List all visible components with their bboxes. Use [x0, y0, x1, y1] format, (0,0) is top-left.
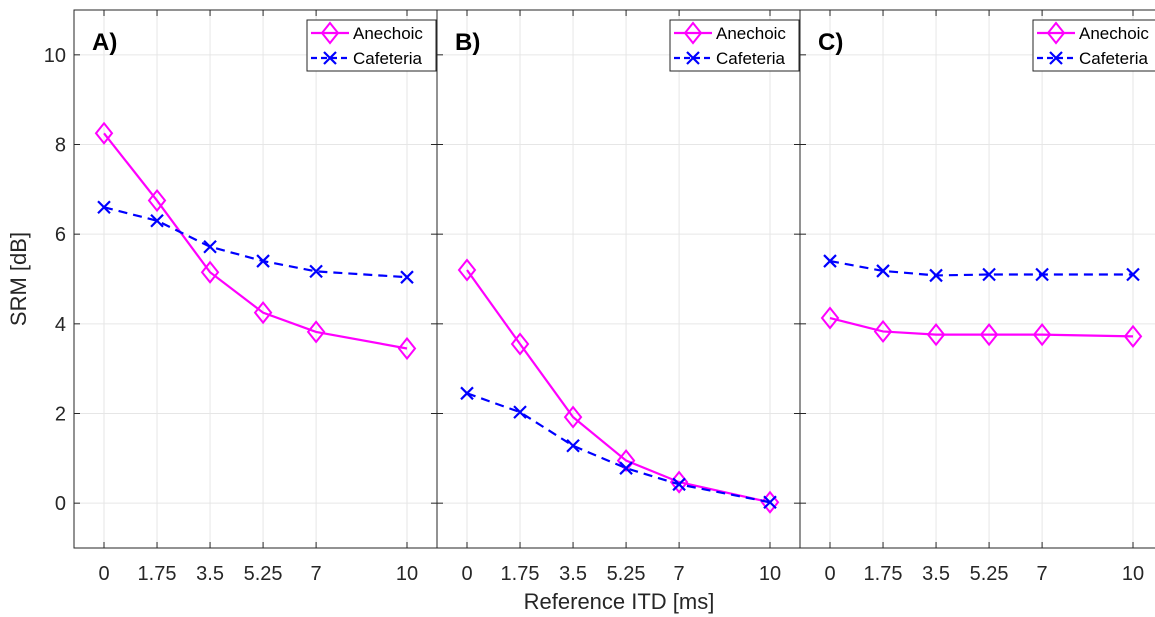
x-tick-label: 5.25 — [244, 563, 283, 585]
data-point-anechoic — [147, 188, 167, 213]
data-point-anechoic — [306, 320, 326, 344]
series-line-anechoic — [466, 269, 771, 504]
data-point-cafeteria — [1035, 267, 1049, 282]
y-tick-label: 0 — [55, 493, 66, 515]
x-axis-label: Reference ITD [ms] — [524, 589, 715, 614]
data-point-anechoic — [253, 301, 273, 325]
panel-label: C) — [818, 29, 843, 56]
data-point-anechoic — [94, 121, 114, 145]
series-line-cafeteria — [103, 206, 408, 279]
y-tick-label: 6 — [55, 224, 66, 246]
data-point-cafeteria — [876, 264, 890, 278]
panel-2: 0 1.75 3.5 5.25 7 10 B) Anechoic Cafeteria — [436, 9, 801, 585]
data-point-anechoic — [457, 258, 477, 282]
data-point-cafeteria — [1126, 267, 1140, 282]
data-point-anechoic — [616, 448, 636, 473]
data-point-anechoic — [873, 319, 893, 344]
data-point-cafeteria — [619, 461, 633, 475]
x-tick-label: 3.5 — [196, 563, 224, 585]
panel-label: B) — [455, 29, 480, 56]
data-point-cafeteria — [309, 264, 323, 279]
legend-marker — [1049, 51, 1063, 65]
legend-label: Cafeteria — [716, 49, 786, 68]
axes-box — [436, 9, 801, 549]
legend-box — [669, 19, 800, 72]
x-tick-label: 5.25 — [970, 563, 1009, 585]
series-line-anechoic — [103, 132, 408, 350]
data-point-cafeteria — [203, 239, 217, 254]
legend-marker — [683, 21, 703, 45]
legend-marker — [320, 21, 340, 45]
x-tick-label: 7 — [674, 563, 685, 585]
legend-box — [1032, 19, 1155, 72]
x-tick-label: 7 — [311, 563, 322, 585]
data-point-anechoic — [979, 322, 999, 347]
data-point-cafeteria — [929, 268, 943, 283]
x-tick-label: 1.75 — [138, 563, 177, 585]
legend-marker — [323, 51, 337, 65]
x-tick-label: 3.5 — [559, 563, 587, 585]
legend-marker — [686, 51, 700, 65]
data-point-cafeteria — [400, 270, 414, 284]
legend-label: Anechoic — [1079, 24, 1149, 43]
panel-3: 0 1.75 3.5 5.25 7 10 C) Anechoic Cafeteria — [799, 9, 1155, 585]
chart-panels: 0 1.75 3.5 5.25 7 10 0 2 4 6 8 10 A) Anechoic Cafeteri… — [44, 9, 1155, 585]
x-tick-label: 10 — [396, 563, 418, 585]
y-tick-label: 8 — [55, 135, 66, 157]
axes-box — [799, 9, 1155, 549]
x-tick-label: 7 — [1037, 563, 1048, 585]
data-point-cafeteria — [256, 254, 270, 268]
x-tick-label: 1.75 — [501, 563, 540, 585]
series-line-cafeteria — [829, 259, 1133, 277]
data-point-cafeteria — [150, 213, 164, 228]
x-tick-label: 1.75 — [864, 563, 903, 585]
data-point-anechoic — [397, 336, 417, 361]
y-axis-label: SRM [dB] — [6, 232, 31, 326]
data-point-cafeteria — [823, 254, 837, 268]
legend-marker — [1046, 21, 1066, 45]
x-tick-label: 3.5 — [922, 563, 950, 585]
data-point-anechoic — [200, 260, 220, 284]
data-point-anechoic — [1032, 322, 1052, 347]
x-tick-label: 5.25 — [607, 563, 646, 585]
x-tick-label: 0 — [824, 563, 835, 585]
data-point-cafeteria — [672, 477, 686, 492]
panel-1: 0 1.75 3.5 5.25 7 10 0 2 4 6 8 10 A) Anechoic Cafeteri… — [44, 9, 438, 585]
panel-label: A) — [92, 29, 117, 56]
data-point-cafeteria — [460, 386, 474, 401]
legend-label: Anechoic — [353, 24, 423, 43]
y-tick-label: 2 — [55, 404, 66, 426]
legend-box — [306, 19, 437, 72]
data-point-cafeteria — [97, 200, 111, 215]
axes-box — [73, 9, 438, 549]
data-point-cafeteria — [513, 405, 527, 419]
series-line-cafeteria — [466, 392, 771, 504]
data-point-cafeteria — [763, 495, 777, 510]
data-point-anechoic — [510, 332, 530, 356]
data-point-anechoic — [760, 490, 780, 514]
data-point-cafeteria — [982, 267, 996, 282]
y-tick-label: 10 — [44, 45, 66, 67]
data-point-anechoic — [820, 306, 840, 330]
x-tick-label: 0 — [98, 563, 109, 585]
data-point-anechoic — [926, 322, 946, 347]
data-point-cafeteria — [566, 439, 580, 453]
legend: Anechoic Cafeteria — [306, 19, 437, 72]
legend: Anechoic Cafeteria — [669, 19, 800, 72]
data-point-anechoic — [1123, 324, 1143, 348]
x-tick-label: 10 — [759, 563, 781, 585]
y-tick-label: 4 — [55, 314, 66, 336]
data-point-anechoic — [563, 405, 583, 429]
legend-label: Cafeteria — [353, 49, 423, 68]
series-line-anechoic — [829, 316, 1134, 338]
x-tick-label: 10 — [1122, 563, 1144, 585]
x-tick-label: 0 — [461, 563, 472, 585]
legend-label: Anechoic — [716, 24, 786, 43]
legend: Anechoic Cafeteria — [1032, 19, 1155, 72]
legend-label: Cafeteria — [1079, 49, 1149, 68]
